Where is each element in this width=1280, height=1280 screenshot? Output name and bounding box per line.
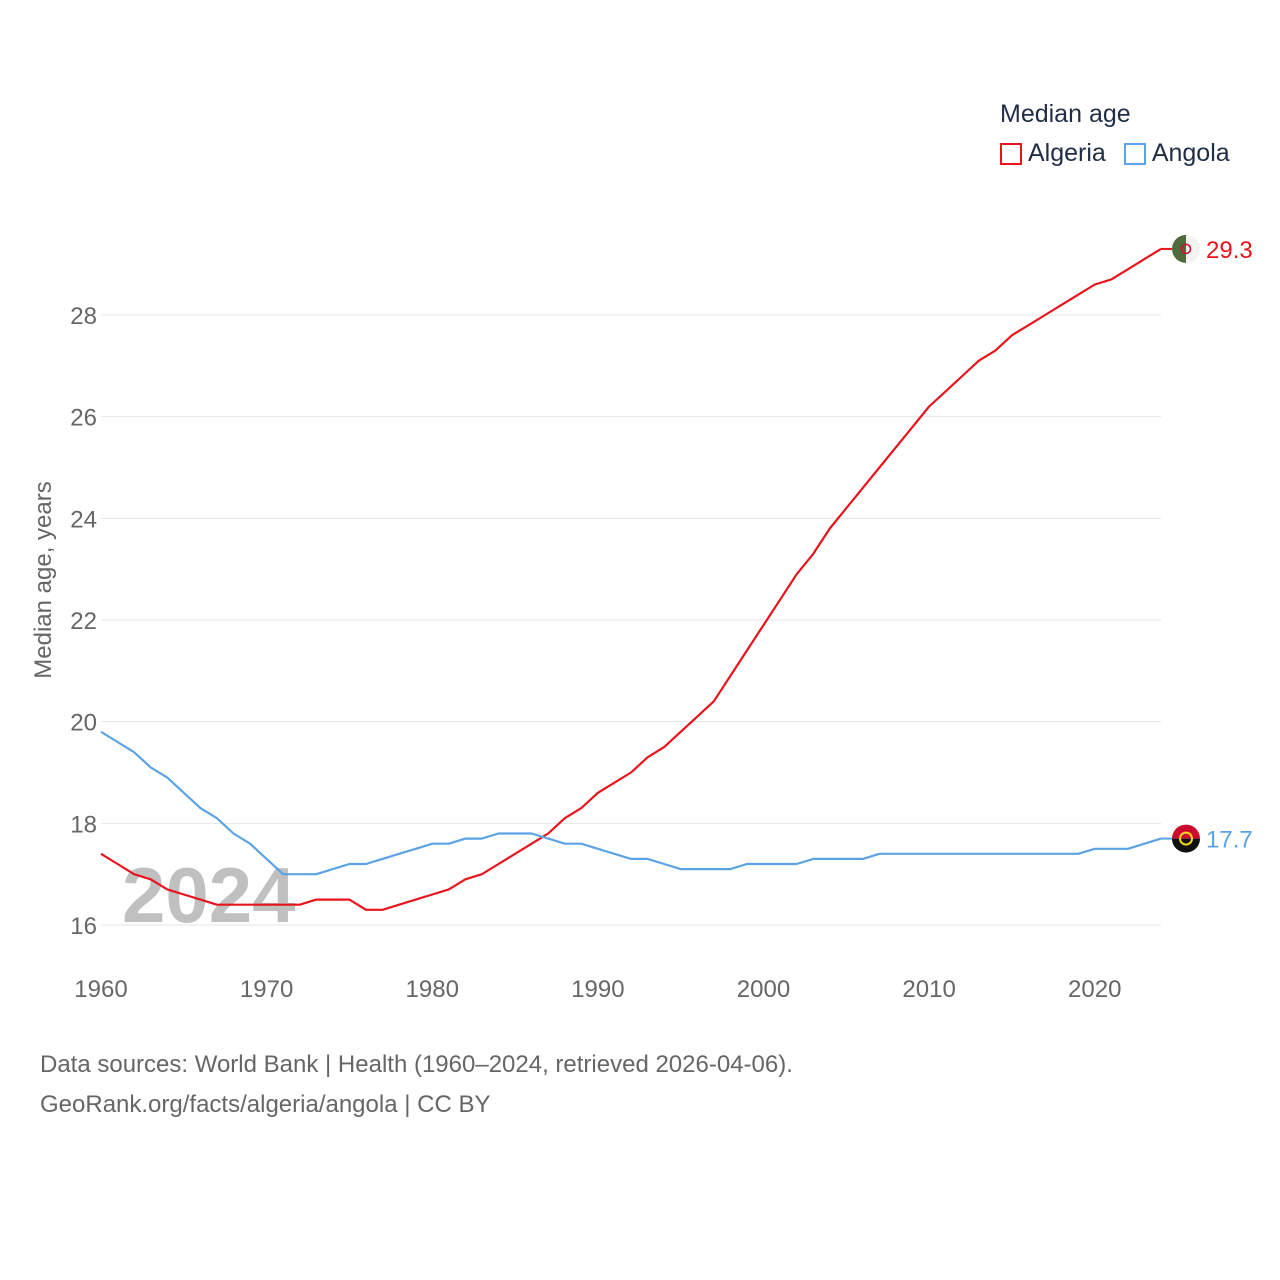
x-tick-label: 1990: [571, 976, 624, 1003]
year-watermark: 2024: [122, 851, 296, 939]
gridlines: [101, 314, 1161, 926]
x-tick-label: 2000: [737, 976, 790, 1003]
legend-title: Median age: [1000, 100, 1131, 128]
end-value-label-angola: 17.7: [1206, 827, 1253, 854]
data-sources-note: Data sources: World Bank | Health (1960–…: [40, 1051, 793, 1078]
x-tick-label: 1970: [240, 976, 293, 1003]
legend: Median age Algeria Angola: [1000, 100, 1248, 168]
attribution-link[interactable]: GeoRank.org/facts/algeria/angola | CC BY: [40, 1091, 491, 1118]
y-tick-label: 22: [70, 608, 97, 635]
legend-item-algeria[interactable]: Algeria: [1000, 139, 1106, 168]
y-tick-label: 20: [70, 710, 97, 737]
legend-swatch-angola: [1123, 142, 1146, 165]
y-axis-ticks: 16 18 20 22 24 26 28: [70, 303, 97, 940]
x-tick-label: 2010: [902, 976, 955, 1003]
series-lines: [100, 247, 1162, 911]
y-tick-label: 16: [70, 913, 97, 940]
x-tick-label: 2020: [1068, 976, 1121, 1003]
legend-label-angola: Angola: [1151, 139, 1230, 167]
algeria-flag-icon: [1172, 234, 1200, 263]
y-tick-label: 18: [70, 811, 97, 838]
angola-flag-icon: [1172, 824, 1200, 853]
x-tick-label: 1980: [406, 976, 459, 1003]
y-tick-label: 26: [70, 405, 97, 432]
y-tick-label: 24: [70, 506, 97, 533]
footer: Data sources: World Bank | Health (1960–…: [40, 1045, 793, 1125]
legend-swatch-algeria: [1000, 142, 1022, 165]
end-value-label-algeria: 29.3: [1206, 237, 1253, 264]
legend-label-algeria: Algeria: [1028, 139, 1106, 167]
y-axis-label: Median age, years: [30, 481, 57, 678]
series-line-angola[interactable]: [100, 730, 1162, 876]
x-tick-label: 1960: [74, 976, 127, 1003]
series-end-markers: 29.3 17.7: [1161, 234, 1253, 854]
series-line-algeria[interactable]: [100, 247, 1162, 911]
legend-item-angola[interactable]: Angola: [1123, 139, 1230, 168]
x-axis-ticks: 1960 1970 1980 1990 2000 2010 2020: [74, 976, 1121, 1003]
y-tick-label: 28: [70, 303, 97, 330]
